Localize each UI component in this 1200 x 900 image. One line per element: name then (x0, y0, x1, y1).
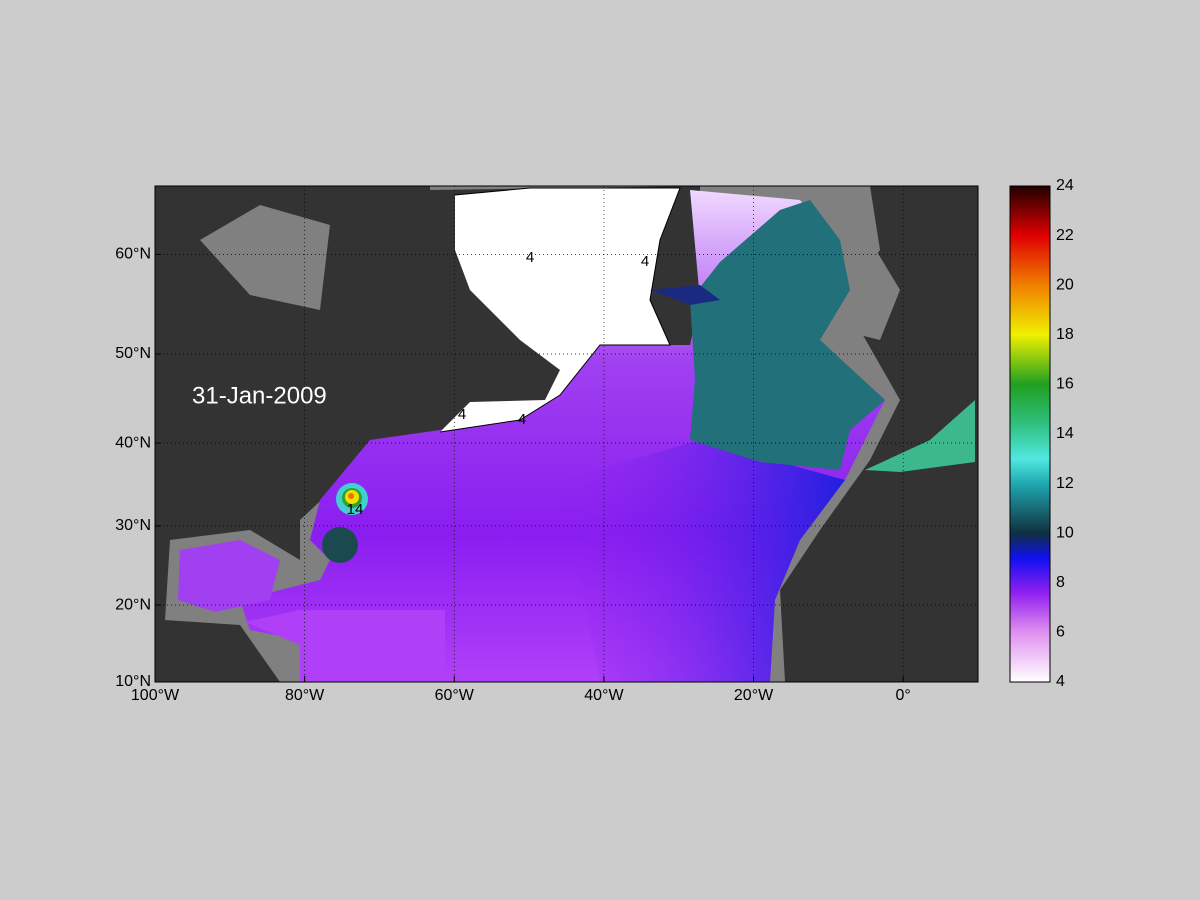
x-tick-label: 80°W (285, 687, 325, 704)
gulf-of-mexico (178, 540, 280, 612)
y-tick-label: 20°N (115, 596, 151, 613)
contour-label: 4 (458, 406, 466, 423)
x-tick-label: 100°W (131, 687, 180, 704)
colorbar-tick-label: 10 (1056, 524, 1074, 541)
colorbar-tick-label: 24 (1056, 177, 1074, 194)
x-tick-label: 60°W (435, 687, 475, 704)
map-area (155, 186, 978, 682)
mediterranean (865, 400, 975, 472)
front (650, 285, 720, 305)
y-tick-label: 30°N (115, 517, 151, 534)
plot-frame (154, 185, 979, 683)
hudson-bay (200, 205, 330, 310)
colorbar-tick-label: 16 (1056, 376, 1074, 393)
eddy (322, 527, 358, 563)
contour-label: 4 (641, 253, 649, 270)
colorbar (1009, 185, 1051, 683)
x-tick-label: 0° (896, 687, 911, 704)
date-label: 31-Jan-2009 (192, 382, 327, 409)
ocean-east (560, 440, 845, 682)
y-tick-label: 10°N (115, 673, 151, 690)
colorbar-tick-label: 4 (1056, 673, 1065, 690)
colorbar-tick-label: 8 (1056, 574, 1065, 591)
contour-line (439, 187, 681, 433)
x-tick-label: 20°W (734, 687, 774, 704)
x-tick-label: 40°W (584, 687, 624, 704)
y-tick-label: 40°N (115, 434, 151, 451)
colorbar-tick-label: 14 (1056, 425, 1074, 442)
colorbar-tick-label: 12 (1056, 475, 1074, 492)
caribbean (245, 610, 445, 682)
contour-label: 4 (526, 249, 534, 266)
y-tick-label: 50°N (115, 345, 151, 362)
axes: 100°W 80°W 60°W 40°W 20°W 0° 10°N 20°N 30°N 40°N 5… (115, 177, 1074, 704)
colorbar-tick-label: 20 (1056, 276, 1074, 293)
colorbar-tick-label: 6 (1056, 624, 1065, 641)
cold-water (440, 188, 680, 432)
eddy (348, 493, 354, 499)
colorbar-tick-label: 18 (1056, 326, 1074, 343)
colorbar-tick-label: 22 (1056, 227, 1074, 244)
contour-label: 14 (347, 501, 364, 518)
y-tick-label: 60°N (115, 246, 151, 263)
contour-label: 4 (518, 411, 526, 428)
warm-tongue (690, 200, 885, 470)
